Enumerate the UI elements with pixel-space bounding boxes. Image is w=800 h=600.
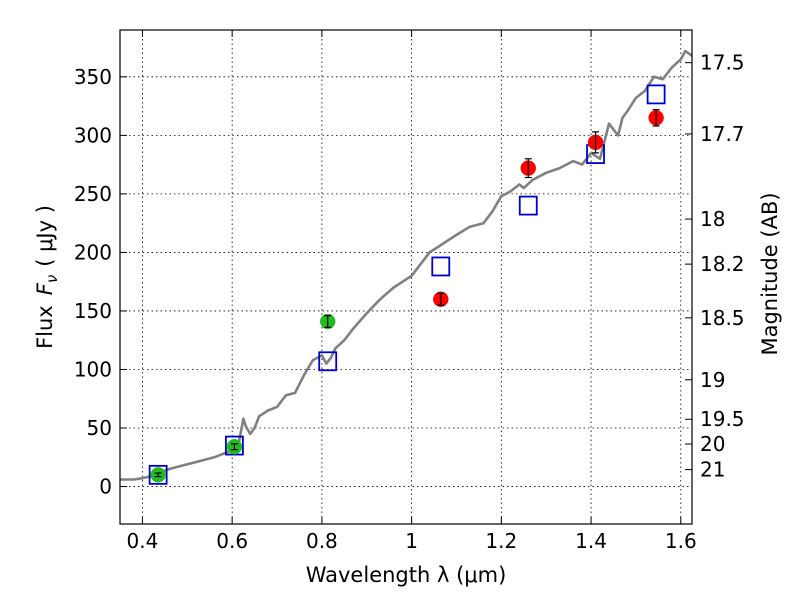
y-tick-label: 150	[74, 299, 112, 323]
magnitude-tick-label: 21	[700, 458, 725, 482]
x-axis-label: Wavelength λ (μm)	[306, 563, 507, 587]
y-tick-label: 100	[74, 357, 112, 381]
plot-frame	[119, 29, 693, 525]
magnitude-tick-label: 17.7	[700, 122, 745, 146]
model-square-marker	[518, 195, 538, 216]
y2-axis-label: Magnitude (AB)	[758, 192, 782, 355]
x-tick-label: 1.4	[575, 529, 607, 553]
y-tick-label: 200	[74, 240, 112, 264]
x-tick-label: 0.6	[216, 529, 248, 553]
magnitude-tick-label: 18.5	[700, 306, 745, 330]
y-axis-label-symbol: F	[33, 282, 57, 295]
x-tick-label: 1	[405, 529, 418, 553]
y-axis-label-text: Flux	[33, 305, 57, 349]
x-tick-label: 1.6	[665, 529, 697, 553]
model-square-marker	[224, 435, 244, 456]
x-tick-label: 0.8	[306, 529, 338, 553]
y-axis-label-unit: ( μJy )	[33, 205, 57, 267]
magnitude-tick-label: 19	[700, 368, 725, 392]
magnitude-tick-label: 18	[700, 207, 725, 231]
y-tick-label: 250	[74, 182, 112, 206]
model-square-marker	[148, 464, 168, 485]
grid	[120, 30, 692, 524]
model-square-marker	[318, 351, 338, 372]
magnitude-tick-label: 17.5	[700, 51, 745, 75]
data-series	[120, 49, 693, 485]
x-tick-label: 0.4	[127, 529, 159, 553]
y-tick-label: 300	[74, 123, 112, 147]
magnitude-tick-label: 19.5	[700, 407, 745, 431]
axis-ticks: 0.4 0.6 0.8 1 1.2 1.4 1.6 0 50 100 150 200 250 300 350…	[74, 30, 745, 553]
y-tick-label: 350	[74, 65, 112, 89]
spectrum-line	[120, 49, 693, 481]
model-square-marker	[646, 84, 666, 105]
y-tick-label: 0	[99, 475, 112, 499]
y-axis-label: Flux Fν ( μJy )	[33, 205, 61, 349]
model-square-marker	[431, 256, 451, 277]
magnitude-tick-label: 20	[700, 432, 725, 456]
x-tick-label: 1.2	[485, 529, 517, 553]
y-tick-label: 50	[87, 416, 112, 440]
magnitude-tick-label: 18.2	[700, 252, 745, 276]
svg-text:FluxFν( μJy ): Flux Fν ( μJy )	[33, 205, 61, 349]
y-axis-label-subscript: ν	[43, 275, 61, 283]
